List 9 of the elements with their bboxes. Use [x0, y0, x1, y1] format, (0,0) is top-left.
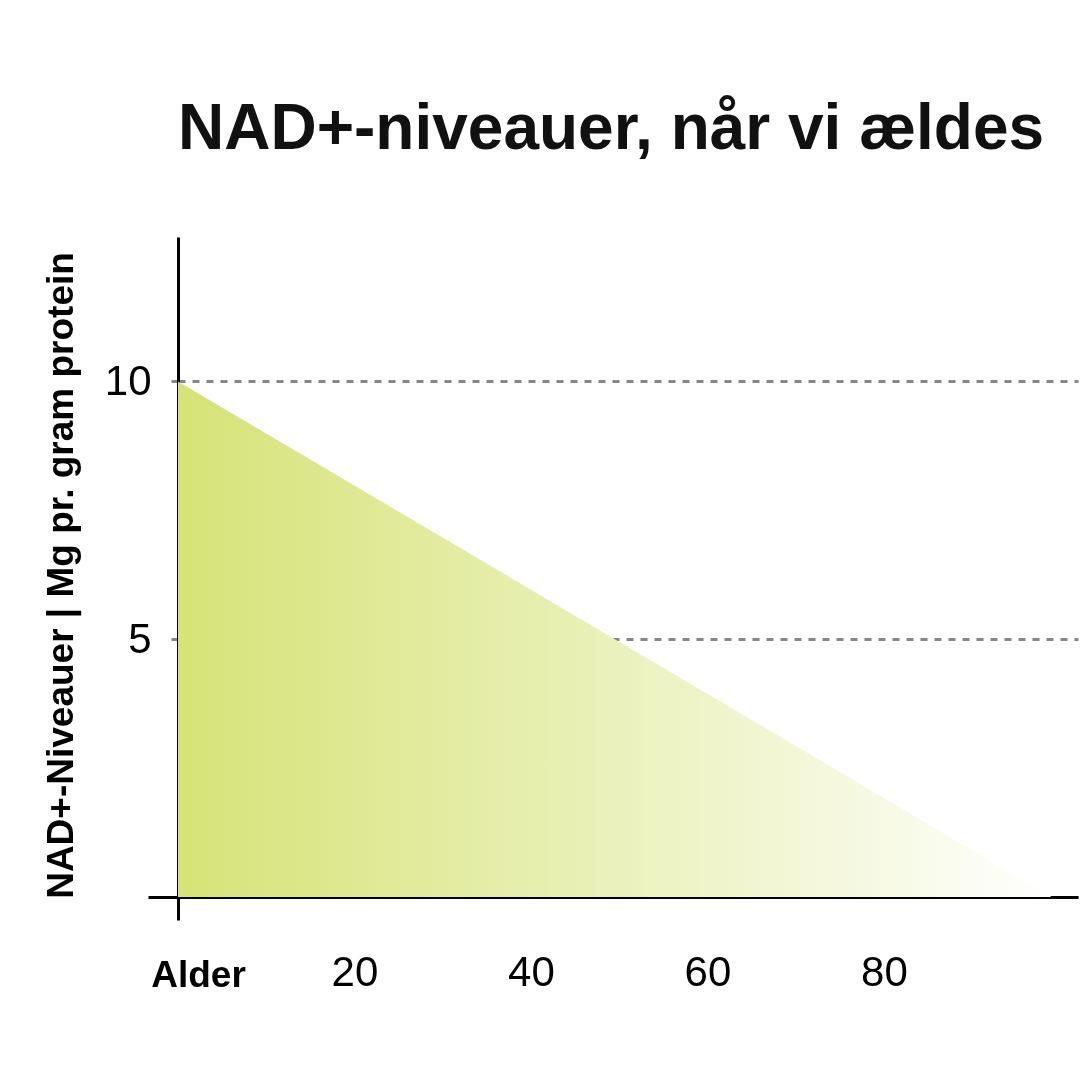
y-axis-title: NAD+-Niveauer | Mg pr. gram protein: [39, 252, 82, 899]
x-tick-label: 80: [861, 947, 908, 995]
x-tick-label: 40: [508, 947, 555, 995]
y-tick-label: 10: [104, 356, 152, 404]
x-tick-label: 20: [331, 947, 379, 995]
x-tick-label: 60: [684, 947, 732, 995]
x-axis-title: Alder: [151, 953, 246, 995]
y-tick-label: 5: [128, 614, 152, 662]
chart-title: NAD+-niveauer, når vi ældes: [178, 91, 1045, 163]
